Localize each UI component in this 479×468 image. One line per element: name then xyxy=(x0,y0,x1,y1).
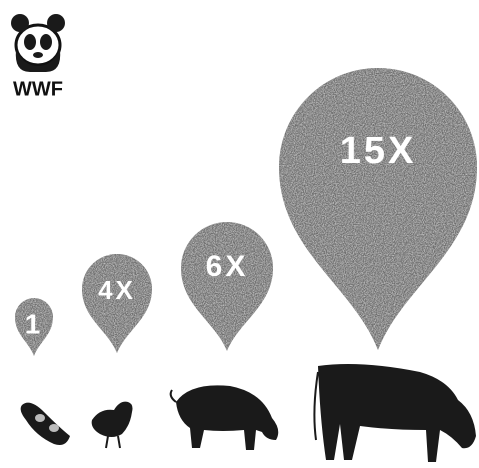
drop-label: 15X xyxy=(340,130,417,172)
drop xyxy=(181,222,273,351)
soybean-icon xyxy=(21,403,70,445)
drop-label: 4X xyxy=(98,275,136,305)
animals xyxy=(21,364,476,462)
cow-icon xyxy=(314,364,476,462)
drop-label: 1 xyxy=(25,308,44,339)
logo: WWF xyxy=(11,14,65,100)
logo-text: WWF xyxy=(13,78,63,100)
chicken-icon xyxy=(92,402,133,448)
pig-icon xyxy=(171,385,279,450)
infographic: WWF 1 4X 6X 15X xyxy=(0,0,479,468)
drop xyxy=(279,68,477,350)
drop-label: 6X xyxy=(206,250,249,283)
drops: 1 4X 6X 15X xyxy=(15,68,477,356)
